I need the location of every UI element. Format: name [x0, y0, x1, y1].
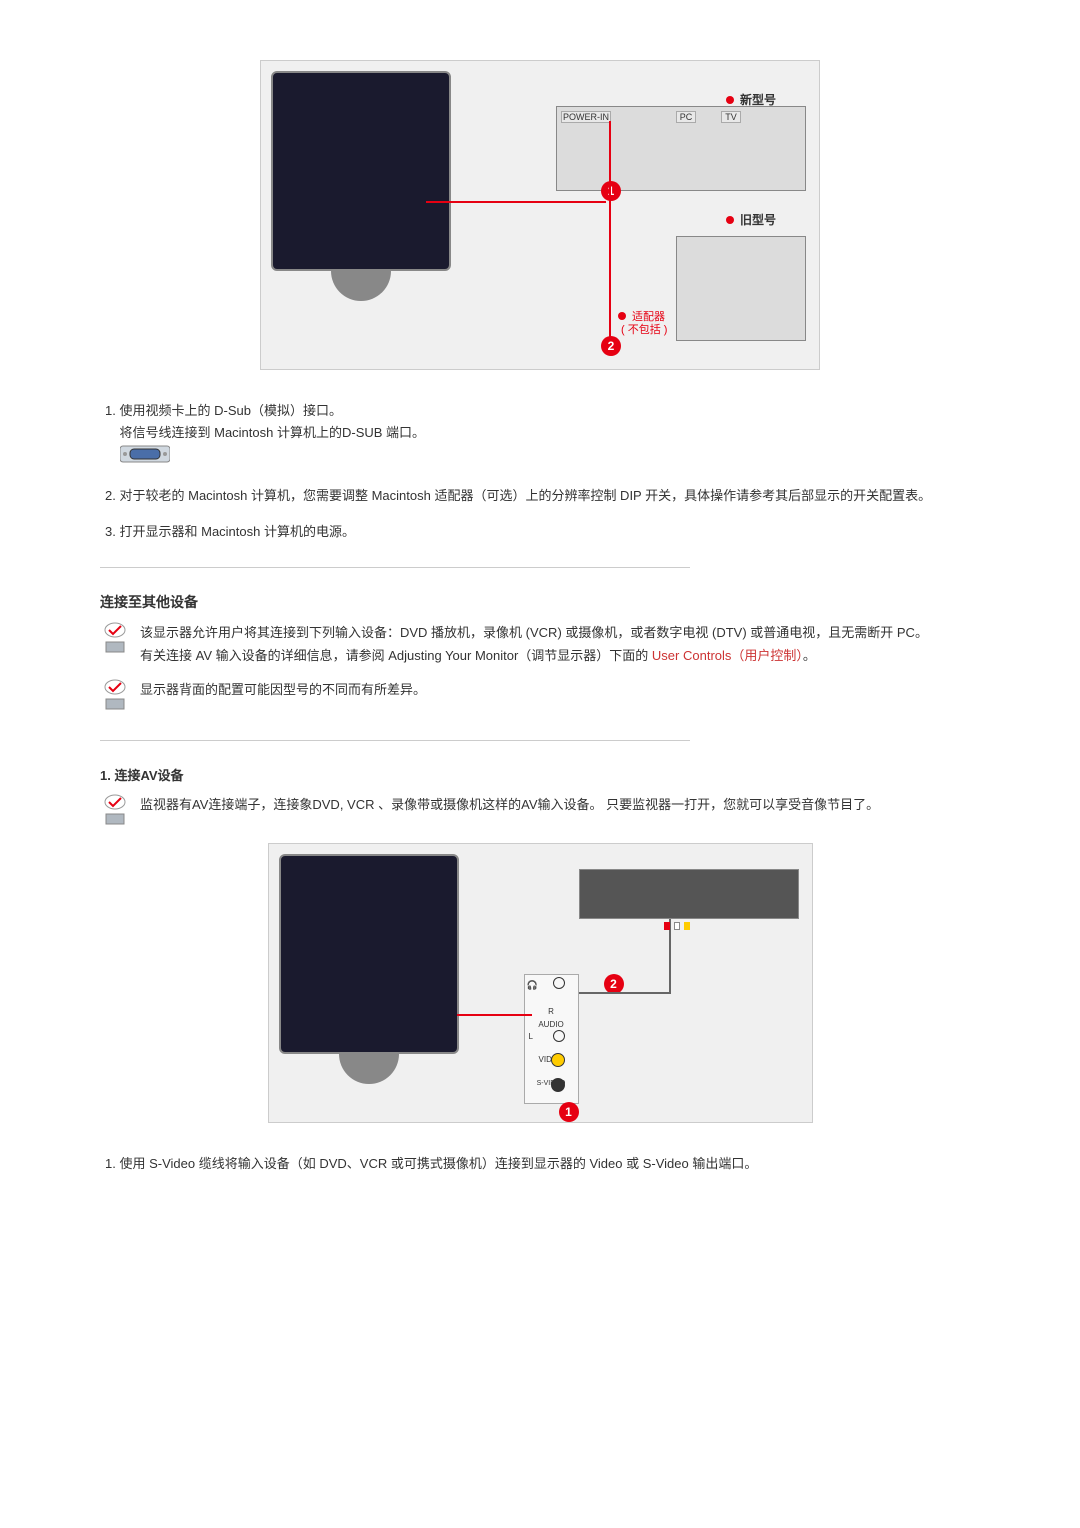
section-divider [100, 740, 690, 741]
user-controls-link[interactable]: User Controls（用户控制） [652, 648, 803, 663]
power-in-label: POWER-IN [561, 111, 611, 123]
macintosh-steps-list: 使用视频卡上的 D-Sub（模拟）接口。 将信号线连接到 Macintosh 计… [100, 400, 980, 543]
diagram2-marker-2: 2 [604, 974, 624, 994]
note-row-2: 显示器背面的配置可能因型号的不同而有所差异。 [100, 679, 980, 716]
new-model-label: 新型号 [740, 93, 776, 107]
section-divider [100, 567, 690, 568]
check-info-icon [100, 679, 134, 716]
old-model-label: 旧型号 [740, 213, 776, 227]
note-row-3: 监视器有AV连接端子，连接象DVD, VCR 、录像带或摄像机这样的AV输入设备… [100, 794, 980, 831]
check-info-icon [100, 622, 134, 659]
tv-label: TV [721, 111, 741, 123]
diagram1-marker-1: 1 [601, 181, 621, 201]
av-devices-heading: 1. 连接AV设备 [100, 765, 980, 784]
av-steps-list: 使用 S-Video 缆线将输入设备（如 DVD、VCR 或可携式摄像机）连接到… [100, 1153, 980, 1175]
diagram1-marker-2: 2 [601, 336, 621, 356]
not-included-label: ( 不包括 ) [621, 321, 667, 337]
step-2: 对于较老的 Macintosh 计算机，您需要调整 Macintosh 适配器（… [120, 485, 981, 507]
av-step-1: 使用 S-Video 缆线将输入设备（如 DVD、VCR 或可携式摄像机）连接到… [120, 1153, 981, 1175]
note-row-1: 该显示器允许用户将其连接到下列输入设备：DVD 播放机，录像机 (VCR) 或摄… [100, 622, 980, 666]
other-devices-heading: 连接至其他设备 [100, 592, 980, 612]
pc-label: PC [676, 111, 696, 123]
av-connection-diagram: 🎧 R AUDIO L VIDEO S-VIDEO 2 1 [268, 843, 813, 1123]
macintosh-connection-diagram: POWER-IN PC TV 新型号 旧型号 适配器 ( 不包括 ) 1 2 [260, 60, 820, 370]
step-1: 使用视频卡上的 D-Sub（模拟）接口。 将信号线连接到 Macintosh 计… [120, 400, 981, 471]
diagram2-marker-1: 1 [559, 1102, 579, 1122]
check-info-icon [100, 794, 134, 831]
step-3: 打开显示器和 Macintosh 计算机的电源。 [120, 521, 981, 543]
dsub-connector-icon [120, 444, 170, 471]
